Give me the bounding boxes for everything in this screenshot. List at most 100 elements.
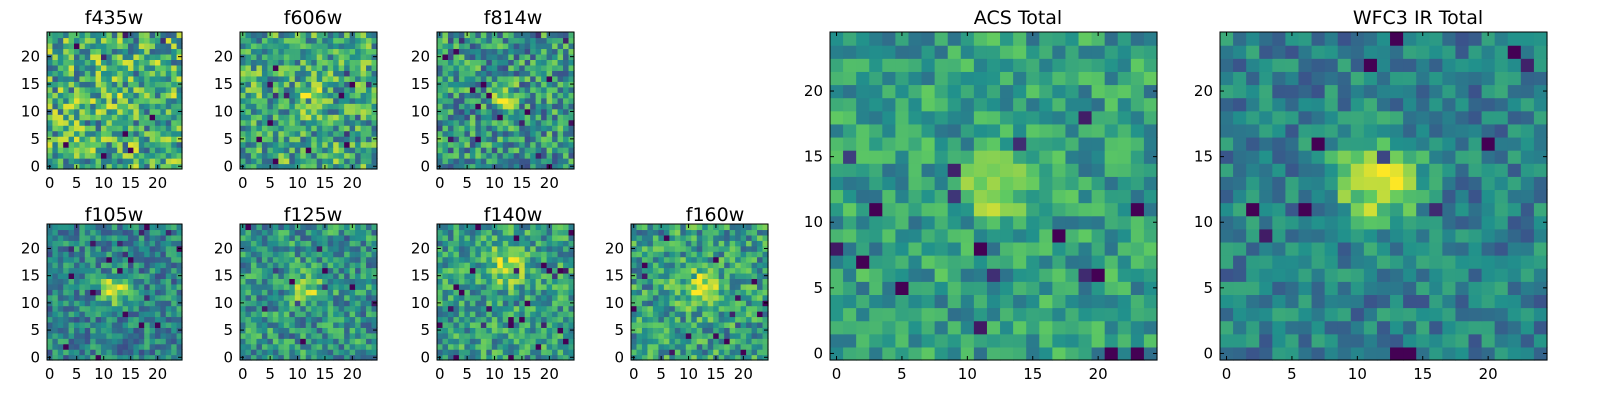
heatmap-cell [647,343,654,350]
heatmap-cell [1117,241,1132,256]
heatmap-cell [1026,228,1040,243]
heatmap-cell [84,256,91,263]
heatmap-cell [322,234,329,241]
heatmap-cell [316,338,323,345]
heatmap-cell [311,103,318,110]
heatmap-cell [707,305,714,312]
heatmap-cell [327,327,334,334]
heatmap-cell [513,294,520,301]
heatmap-cell [63,103,70,110]
heatmap-cell [1065,320,1080,335]
heatmap-cell [155,240,161,247]
heatmap-cell [480,349,487,356]
heatmap-cell [355,37,362,44]
heatmap-cell [311,119,318,126]
heatmap-cell [355,272,362,279]
heatmap-cell [47,321,53,328]
heatmap-cell [74,70,80,77]
heatmap-cell [165,103,172,110]
heatmap-cell [519,321,526,328]
heatmap-cell [735,267,742,274]
heatmap-cell [176,305,183,312]
heatmap-cell [171,37,178,44]
heatmap-cell [250,136,258,143]
heatmap-cell [960,241,975,256]
heatmap-cell [735,327,742,334]
heatmap-cell [530,147,537,154]
heatmap-cell [563,163,570,170]
heatmap-cell [921,281,936,295]
heatmap-cell [101,114,107,121]
heatmap-cell [300,48,307,55]
heatmap-cell [267,343,274,350]
heatmap-cell [757,294,764,301]
heatmap-cell [327,158,334,165]
heatmap-cell [691,343,698,350]
heatmap-cell [691,267,698,274]
heatmap-cell [557,278,564,285]
heatmap-cell [171,141,178,148]
heatmap-cell [491,59,498,66]
heatmap-cell [149,81,156,88]
heatmap-cell [464,158,471,165]
heatmap-cell [546,103,553,110]
heatmap-cell [327,262,334,269]
heatmap-cell [283,152,290,159]
heatmap-cell [138,262,145,269]
heatmap-cell [333,256,340,263]
heatmap-cell [960,176,975,191]
heatmap-cell [250,245,258,252]
heatmap-cell [508,53,515,60]
heatmap-cell [327,141,334,148]
heatmap-cell [973,333,988,348]
heatmap-cell [245,114,252,121]
heatmap-cell [256,64,263,71]
heatmap-cell [746,354,753,361]
heatmap-cell [349,278,356,285]
heatmap-cell [508,234,515,241]
heatmap-cell [322,59,329,66]
heatmap-cell [250,125,258,132]
heatmap-cell [541,327,548,334]
heatmap-cell [349,86,356,93]
heatmap-cell [79,321,86,328]
heatmap-cell [663,289,670,296]
heatmap-cell [1065,241,1080,256]
heatmap-cell [895,241,910,256]
heatmap-cell [685,245,692,252]
heatmap-cell [171,97,178,104]
heatmap-cell [458,272,465,279]
heatmap-cell [133,136,140,143]
heatmap-cell [294,278,301,285]
heatmap-cell [278,256,285,263]
heatmap-cell [856,294,870,309]
heatmap-cell [101,278,107,285]
heatmap-cell [631,278,638,285]
heatmap-cell [138,327,145,334]
heatmap-cell [355,92,362,99]
heatmap-cell [458,294,465,301]
heatmap-cell [316,224,323,231]
heatmap-cell [144,316,151,323]
y-tick-label: 10 [214,294,233,312]
heatmap-cell [513,59,520,66]
heatmap-cell [128,229,134,236]
heatmap-cell [464,130,471,137]
heatmap-cell [751,256,758,263]
heatmap-cell [464,97,471,104]
heatmap-cells [47,224,183,361]
heatmap-cell [176,349,183,356]
heatmap-cell [106,81,113,88]
heatmap-cell [122,64,129,71]
heatmap-cell [327,163,334,170]
heatmap-cell [355,86,362,93]
heatmap-cell [63,349,70,356]
heatmap-cell [144,327,151,334]
heatmap-cell [289,305,296,312]
heatmap-cell [176,283,183,290]
heatmap-cell [95,136,102,143]
heatmap-cell [79,119,86,126]
heatmap-cell [106,32,113,39]
heatmap-cell [333,300,340,307]
